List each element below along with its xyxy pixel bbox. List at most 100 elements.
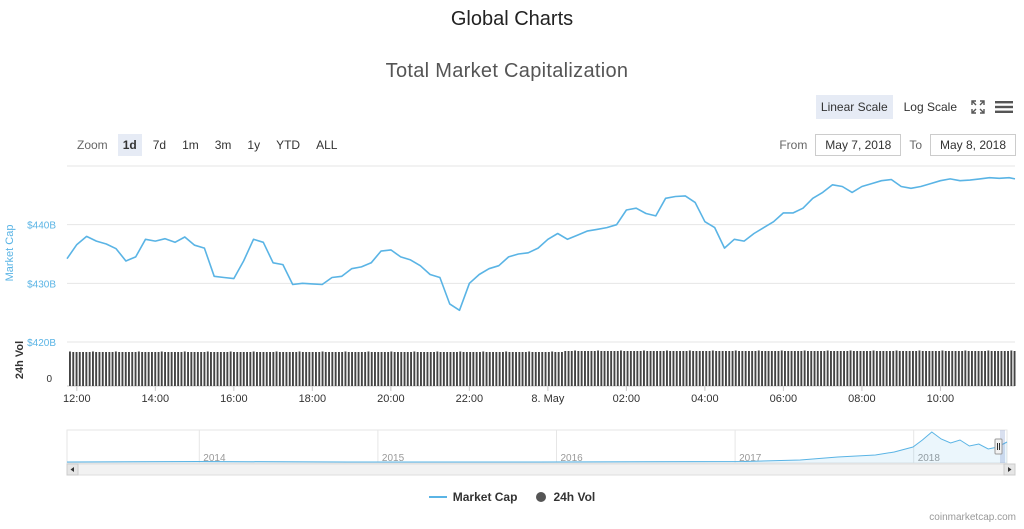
zoom-1y-button[interactable]: 1y: [247, 138, 261, 152]
volume-bar: [124, 352, 127, 386]
volume-bar: [78, 352, 81, 386]
x-tick-label: 02:00: [613, 393, 641, 405]
volume-bar: [95, 352, 98, 386]
volume-bar: [541, 352, 544, 386]
volume-bar: [889, 351, 891, 386]
from-date-input[interactable]: [815, 134, 902, 156]
navigator-year-label: 2018: [918, 453, 941, 464]
volume-bar: [629, 351, 632, 386]
volume-bar: [875, 351, 878, 386]
volume-bar: [761, 351, 763, 386]
volume-bar: [108, 352, 111, 386]
volume-bar: [321, 351, 324, 386]
volume-bar: [823, 351, 826, 386]
volume-bar: [672, 351, 675, 386]
volume-bar: [416, 352, 419, 386]
volume-bar: [669, 351, 672, 386]
volume-bar: [75, 352, 78, 386]
zoom-7d-button[interactable]: 7d: [152, 138, 167, 152]
x-tick-label: 18:00: [299, 393, 327, 405]
volume-bar: [338, 352, 340, 386]
volume-bar: [934, 351, 937, 386]
volume-bar: [606, 351, 609, 386]
volume-bar: [452, 352, 455, 386]
zoom-3m-button[interactable]: 3m: [214, 138, 232, 152]
volume-bar: [912, 351, 914, 386]
y-axis-title: Market Cap: [4, 225, 16, 282]
volume-bar: [974, 351, 977, 386]
zoom-ytd-button[interactable]: YTD: [276, 138, 301, 152]
volume-bar: [370, 352, 373, 386]
menu-icon[interactable]: [994, 97, 1014, 117]
volume-bar: [764, 351, 767, 386]
volume-bar: [229, 351, 232, 386]
x-tick-label: 12:00: [63, 393, 91, 405]
volume-bar: [282, 352, 285, 386]
volume-bar: [731, 351, 734, 386]
volume-bar: [275, 351, 278, 386]
zoom-all-button[interactable]: ALL: [316, 138, 338, 152]
volume-bar: [774, 351, 777, 386]
volume-bar: [728, 351, 731, 386]
volume-bar: [882, 351, 885, 386]
legend-market-cap[interactable]: Market Cap: [428, 490, 517, 504]
volume-bar: [400, 352, 403, 386]
volume-bar: [980, 351, 983, 386]
volume-bar: [944, 351, 947, 386]
volume-bar: [767, 351, 770, 386]
zoom-1m-button[interactable]: 1m: [182, 138, 199, 152]
volume-bar: [800, 351, 803, 386]
volume-bar: [387, 352, 390, 386]
volume-bar: [433, 352, 435, 386]
credits[interactable]: coinmarketcap.com: [929, 512, 1016, 523]
volume-bar: [128, 352, 130, 386]
volume-bar: [1000, 351, 1003, 386]
volume-bar: [196, 352, 199, 386]
navigator-handle[interactable]: [994, 438, 1003, 455]
volume-bar: [190, 352, 193, 386]
y-tick-label: $430B: [27, 279, 56, 290]
volume-bar: [164, 352, 166, 386]
volume-bar: [426, 352, 429, 386]
page-title: Global Charts: [450, 8, 574, 30]
volume-bar: [347, 352, 350, 386]
volume-bar: [787, 351, 790, 386]
volume-bar: [997, 351, 1000, 386]
volume-bar: [685, 351, 688, 386]
volume-bar: [616, 351, 619, 386]
fullscreen-icon[interactable]: [968, 97, 988, 117]
volume-bar: [564, 351, 567, 386]
volume-bar: [859, 351, 862, 386]
volume-bar: [738, 351, 740, 386]
volume-bar: [597, 350, 599, 386]
x-tick-label: 06:00: [770, 393, 798, 405]
volume-bar: [921, 351, 924, 386]
volume-bar: [885, 351, 888, 386]
volume-bar: [374, 352, 376, 386]
linear-scale-button[interactable]: Linear Scale: [815, 95, 893, 119]
volume-bar: [902, 351, 904, 386]
volume-bar: [846, 351, 849, 386]
volume-bar: [675, 351, 678, 386]
zoom-1d-button[interactable]: 1d: [117, 134, 142, 156]
volume-bar: [479, 352, 481, 386]
volume-bar: [961, 351, 964, 386]
scrollbar-track[interactable]: [66, 463, 1016, 476]
volume-bar: [833, 351, 836, 386]
volume-bar: [413, 351, 416, 386]
volume-bar: [551, 351, 554, 386]
legend-volume[interactable]: 24h Vol: [535, 490, 595, 504]
log-scale-button[interactable]: Log Scale: [903, 100, 957, 114]
market-cap-series-line: [66, 176, 1016, 312]
volume-bar: [406, 352, 409, 386]
volume-bar: [623, 351, 626, 386]
volume-bar: [948, 351, 950, 386]
volume-bar: [367, 351, 370, 386]
x-tick-label: 8. May: [531, 393, 565, 405]
volume-bar: [285, 352, 288, 386]
volume-bar: [813, 351, 816, 386]
volume-bar: [242, 352, 245, 386]
volume-bar: [459, 351, 462, 386]
to-date-input[interactable]: [930, 134, 1016, 156]
scroll-left-arrow-icon: [70, 467, 74, 472]
